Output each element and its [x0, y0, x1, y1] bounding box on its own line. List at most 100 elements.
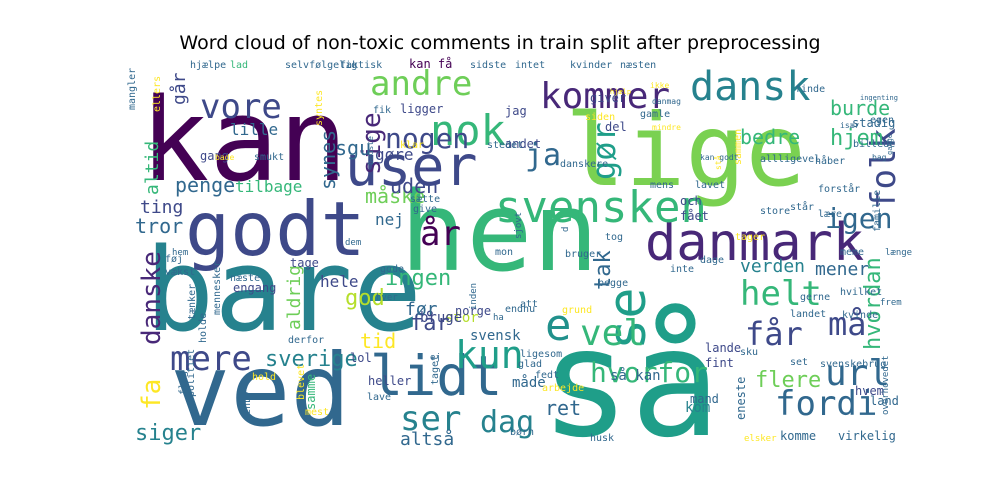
word-112: gode [380, 264, 404, 275]
word-172: tager [735, 232, 765, 243]
word-17: ser [400, 399, 461, 439]
word-33: dag [480, 405, 534, 440]
word-73: så kan [610, 367, 661, 384]
word-177: ha [493, 313, 504, 323]
word-168: svenskebrug [820, 359, 886, 370]
word-64: hele [320, 272, 359, 291]
word-72: måde [512, 374, 546, 391]
word-113: endnu [505, 304, 535, 315]
word-82: eneste [734, 377, 748, 420]
word-139: sammen [733, 129, 744, 165]
word-50: sgu [335, 136, 371, 160]
word-107: lad [230, 60, 248, 71]
word-15: vore [200, 87, 282, 127]
word-98: del [605, 120, 627, 134]
word-100: faktisk [340, 60, 382, 71]
word-169: kvinde [842, 310, 878, 321]
word-94: heller [368, 374, 411, 388]
word-34: danske [137, 251, 167, 345]
word-5: ved [170, 332, 351, 449]
word-106: hjælpe [190, 60, 226, 71]
word-162: taget [430, 355, 441, 385]
word-118: mens [650, 180, 674, 191]
word-70: stor [445, 310, 479, 326]
word-192: bag [872, 153, 887, 162]
word-163: ligesom [520, 349, 562, 360]
word-90: hvem [855, 384, 884, 398]
word-180: hem [172, 248, 188, 258]
word-3: hen [400, 168, 599, 296]
word-102: sidste [470, 60, 506, 71]
word-24: år [420, 214, 461, 254]
word-68: lille [230, 120, 278, 139]
word-195: ingenting [860, 94, 898, 102]
word-190: mindre [652, 123, 681, 132]
word-31: gør [585, 122, 623, 180]
word-150: vækst [165, 267, 195, 278]
word-84: andet [505, 137, 541, 151]
word-153: att [520, 299, 538, 310]
word-137: stedet [487, 140, 523, 151]
word-2: bare [145, 224, 422, 358]
word-59: mener [815, 259, 869, 280]
word-78: komme [780, 429, 816, 443]
word-14: kommer [540, 76, 670, 117]
word-188: kan godt [700, 153, 739, 162]
word-71: kom [685, 400, 710, 416]
word-91: fået [680, 209, 709, 223]
word-62: får [410, 310, 450, 336]
word-149: føj [165, 254, 183, 265]
word-135: smukt [254, 152, 284, 163]
word-44: god [345, 286, 385, 311]
word-105: næsten [620, 60, 656, 71]
word-88: engang [233, 281, 276, 295]
word-51: tak [591, 250, 616, 290]
word-30: nogen [385, 122, 469, 155]
word-46: hvordan [861, 257, 886, 350]
word-185: bedste [366, 136, 375, 165]
word-126: sku [740, 347, 758, 358]
word-171: meme [840, 247, 864, 258]
word-124: hvilket [840, 287, 882, 298]
word-130: blevet [296, 364, 307, 400]
word-39: sverige [265, 347, 358, 372]
word-96: ligger [400, 102, 443, 116]
word-49: måske [365, 184, 425, 208]
chart-title: Word cloud of non-toxic comments in trai… [179, 32, 821, 54]
word-176: frem [880, 298, 902, 308]
word-37: hjem [830, 126, 883, 151]
word-36: hvorfor [590, 356, 708, 389]
word-158: hold [252, 372, 276, 383]
word-41: siger [135, 421, 201, 446]
word-122: lære [818, 209, 842, 220]
word-28: får [745, 315, 803, 353]
word-160: flag [178, 371, 189, 395]
word-194: gange [886, 134, 894, 155]
word-67: gøre [375, 145, 414, 164]
word-95: lol [350, 351, 372, 365]
word-157: tænker [187, 284, 198, 320]
word-174: overhovedet [881, 355, 891, 415]
word-26: fordi [775, 384, 877, 424]
word-93: fint [705, 356, 734, 370]
word-136: klar [400, 140, 424, 151]
word-4: lige [565, 92, 806, 209]
word-132: mangler [127, 68, 138, 110]
word-156: holde [198, 313, 209, 343]
word-61: tid [360, 329, 396, 353]
word-16: andre [370, 64, 472, 104]
word-53: altid [142, 141, 163, 195]
word-170: gerne [800, 292, 830, 303]
word-99: selvfølgelig [285, 60, 357, 71]
word-141: finde [795, 84, 825, 95]
word-178: hver [376, 293, 398, 303]
word-108: forstår [818, 182, 860, 195]
word-66: går [169, 72, 190, 105]
word-32: sige [357, 112, 387, 175]
word-86: och [680, 194, 702, 208]
word-6: godt [185, 185, 366, 273]
word-119: lavet [695, 180, 725, 191]
word-116: inte [670, 264, 694, 275]
word-7: danmark [645, 213, 864, 273]
word-27: må [828, 305, 867, 343]
